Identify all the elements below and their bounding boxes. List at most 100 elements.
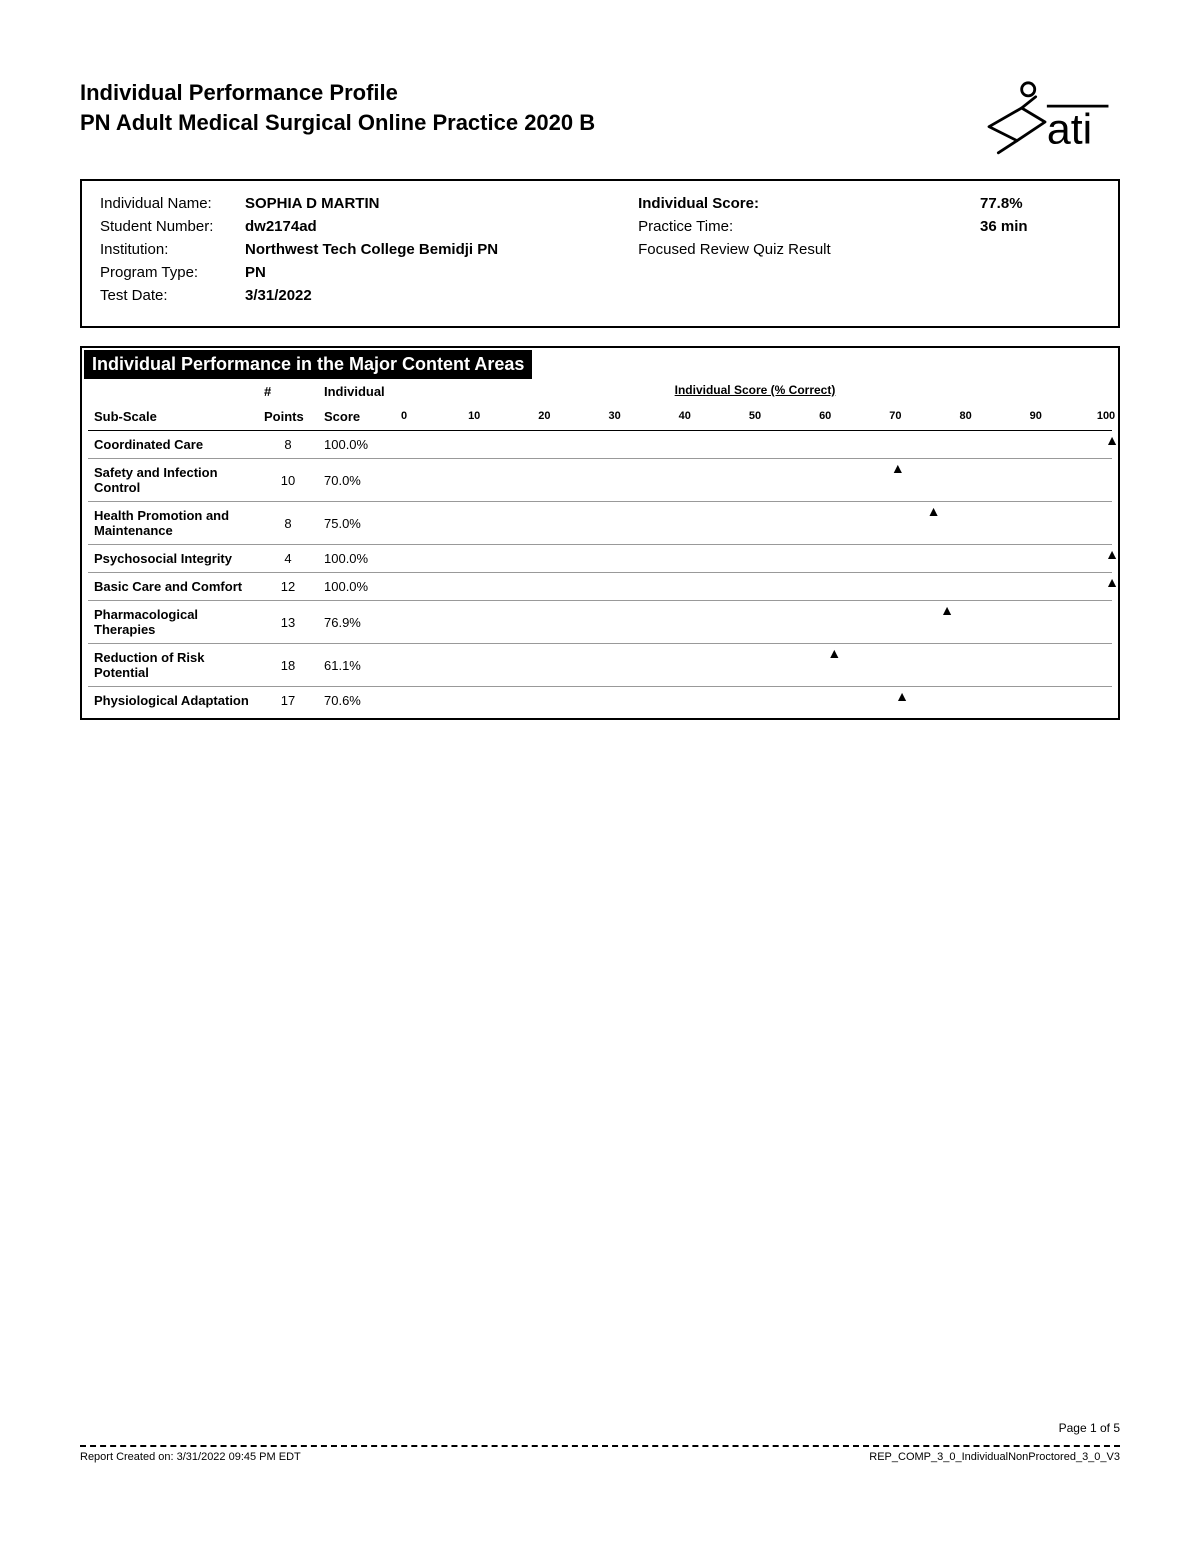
subscale-cell: Health Promotion and Maintenance xyxy=(88,502,258,545)
score-marker-icon: ▲ xyxy=(1105,575,1119,589)
score-marker-icon: ▲ xyxy=(895,689,909,703)
chart-cell: ▲ xyxy=(398,431,1112,459)
info-label: Individual Score: xyxy=(638,195,759,212)
performance-table: # Individual Individual Score (% Correct… xyxy=(88,379,1112,714)
title-line-2: PN Adult Medical Surgical Online Practic… xyxy=(80,110,970,136)
content-areas-section: Individual Performance in the Major Cont… xyxy=(80,346,1120,720)
score-marker-icon: ▲ xyxy=(927,504,941,518)
info-box: Individual Name: SOPHIA D MARTIN Student… xyxy=(80,179,1120,328)
col-header-hash: # xyxy=(258,379,318,405)
score-cell: 100.0% xyxy=(318,545,398,573)
score-marker-icon: ▲ xyxy=(940,603,954,617)
section-title: Individual Performance in the Major Cont… xyxy=(84,350,532,379)
subscale-cell: Psychosocial Integrity xyxy=(88,545,258,573)
info-label: Program Type: xyxy=(100,264,245,281)
table-row: Psychosocial Integrity4100.0%▲ xyxy=(88,545,1112,573)
info-label: Student Number: xyxy=(100,218,245,235)
info-row: Focused Review Quiz Result xyxy=(638,241,980,258)
info-value: 77.8% xyxy=(980,195,1023,212)
col-header-subscale: Sub-Scale xyxy=(88,405,258,431)
subscale-cell: Reduction of Risk Potential xyxy=(88,644,258,687)
info-row: Individual Score: xyxy=(638,195,980,212)
title-block: Individual Performance Profile PN Adult … xyxy=(80,80,970,142)
info-right-column: Individual Score: Practice Time: Focused… xyxy=(638,195,1100,310)
axis-tick: 0 xyxy=(401,410,407,422)
ati-logo: ati xyxy=(970,80,1120,169)
info-label: Test Date: xyxy=(100,287,245,304)
table-row: Reduction of Risk Potential1861.1% ▲ xyxy=(88,644,1112,687)
axis-tick: 30 xyxy=(608,410,620,422)
points-cell: 4 xyxy=(258,545,318,573)
subscale-cell: Coordinated Care xyxy=(88,431,258,459)
chart-cell: ▲ xyxy=(398,459,1112,502)
info-value: PN xyxy=(245,264,266,281)
score-marker-icon: ▲ xyxy=(827,646,841,660)
footer-divider xyxy=(80,1445,1120,1447)
score-cell: 76.9% xyxy=(318,601,398,644)
chart-cell: ▲ xyxy=(398,573,1112,601)
info-row: Practice Time: xyxy=(638,218,980,235)
chart-cell: ▲ xyxy=(398,545,1112,573)
axis-tick: 20 xyxy=(538,410,550,422)
score-marker-icon: ▲ xyxy=(891,461,905,475)
info-left-column: Individual Name: SOPHIA D MARTIN Student… xyxy=(100,195,608,310)
header-row: Individual Performance Profile PN Adult … xyxy=(80,80,1120,169)
subscale-cell: Pharmacological Therapies xyxy=(88,601,258,644)
score-cell: 100.0% xyxy=(318,573,398,601)
score-cell: 75.0% xyxy=(318,502,398,545)
info-value: dw2174ad xyxy=(245,218,317,235)
score-cell: 100.0% xyxy=(318,431,398,459)
footer-row: Report Created on: 3/31/2022 09:45 PM ED… xyxy=(80,1451,1120,1463)
performance-table-body: Coordinated Care8100.0%▲Safety and Infec… xyxy=(88,431,1112,715)
info-row: Program Type: PN xyxy=(100,264,608,281)
table-row: Physiological Adaptation1770.6% ▲ xyxy=(88,687,1112,715)
subscale-cell: Physiological Adaptation xyxy=(88,687,258,715)
info-row: Test Date: 3/31/2022 xyxy=(100,287,608,304)
table-row: Coordinated Care8100.0%▲ xyxy=(88,431,1112,459)
info-row: 77.8% xyxy=(980,195,1100,212)
points-cell: 18 xyxy=(258,644,318,687)
axis-tick: 10 xyxy=(468,410,480,422)
col-header-points: Points xyxy=(258,405,318,431)
points-cell: 13 xyxy=(258,601,318,644)
info-label: Individual Name: xyxy=(100,195,245,212)
chart-cell: ▲ xyxy=(398,644,1112,687)
axis-tick: 80 xyxy=(959,410,971,422)
info-right-values: 77.8% 36 min xyxy=(980,195,1100,310)
col-header-score: Score xyxy=(318,405,398,431)
chart-cell: ▲ xyxy=(398,502,1112,545)
table-row: Basic Care and Comfort12100.0%▲ xyxy=(88,573,1112,601)
axis-tick: 60 xyxy=(819,410,831,422)
info-row: 36 min xyxy=(980,218,1100,235)
title-line-1: Individual Performance Profile xyxy=(80,80,970,106)
score-cell: 70.0% xyxy=(318,459,398,502)
score-cell: 70.6% xyxy=(318,687,398,715)
info-value: 36 min xyxy=(980,218,1028,235)
chart-header: Individual Score (% Correct) xyxy=(404,383,1106,399)
info-row: Student Number: dw2174ad xyxy=(100,218,608,235)
score-cell: 61.1% xyxy=(318,644,398,687)
score-marker-icon: ▲ xyxy=(1105,433,1119,447)
score-marker-icon: ▲ xyxy=(1105,547,1119,561)
info-label: Focused Review Quiz Result xyxy=(638,241,831,258)
points-cell: 8 xyxy=(258,502,318,545)
info-label: Institution: xyxy=(100,241,245,258)
info-row: Individual Name: SOPHIA D MARTIN xyxy=(100,195,608,212)
axis-tick: 90 xyxy=(1030,410,1042,422)
page-number: Page 1 of 5 xyxy=(80,1421,1120,1435)
subscale-cell: Safety and Infection Control xyxy=(88,459,258,502)
points-cell: 12 xyxy=(258,573,318,601)
points-cell: 10 xyxy=(258,459,318,502)
points-cell: 17 xyxy=(258,687,318,715)
footer-left: Report Created on: 3/31/2022 09:45 PM ED… xyxy=(80,1451,301,1463)
subscale-cell: Basic Care and Comfort xyxy=(88,573,258,601)
axis-tick: 40 xyxy=(679,410,691,422)
col-header-individual: Individual xyxy=(318,379,398,405)
info-value: SOPHIA D MARTIN xyxy=(245,195,379,212)
report-page: Individual Performance Profile PN Adult … xyxy=(0,0,1200,1553)
info-label: Practice Time: xyxy=(638,218,733,235)
table-row: Health Promotion and Maintenance875.0% ▲ xyxy=(88,502,1112,545)
chart-cell: ▲ xyxy=(398,687,1112,715)
logo-text: ati xyxy=(1047,105,1092,153)
table-wrap: # Individual Individual Score (% Correct… xyxy=(82,379,1118,714)
